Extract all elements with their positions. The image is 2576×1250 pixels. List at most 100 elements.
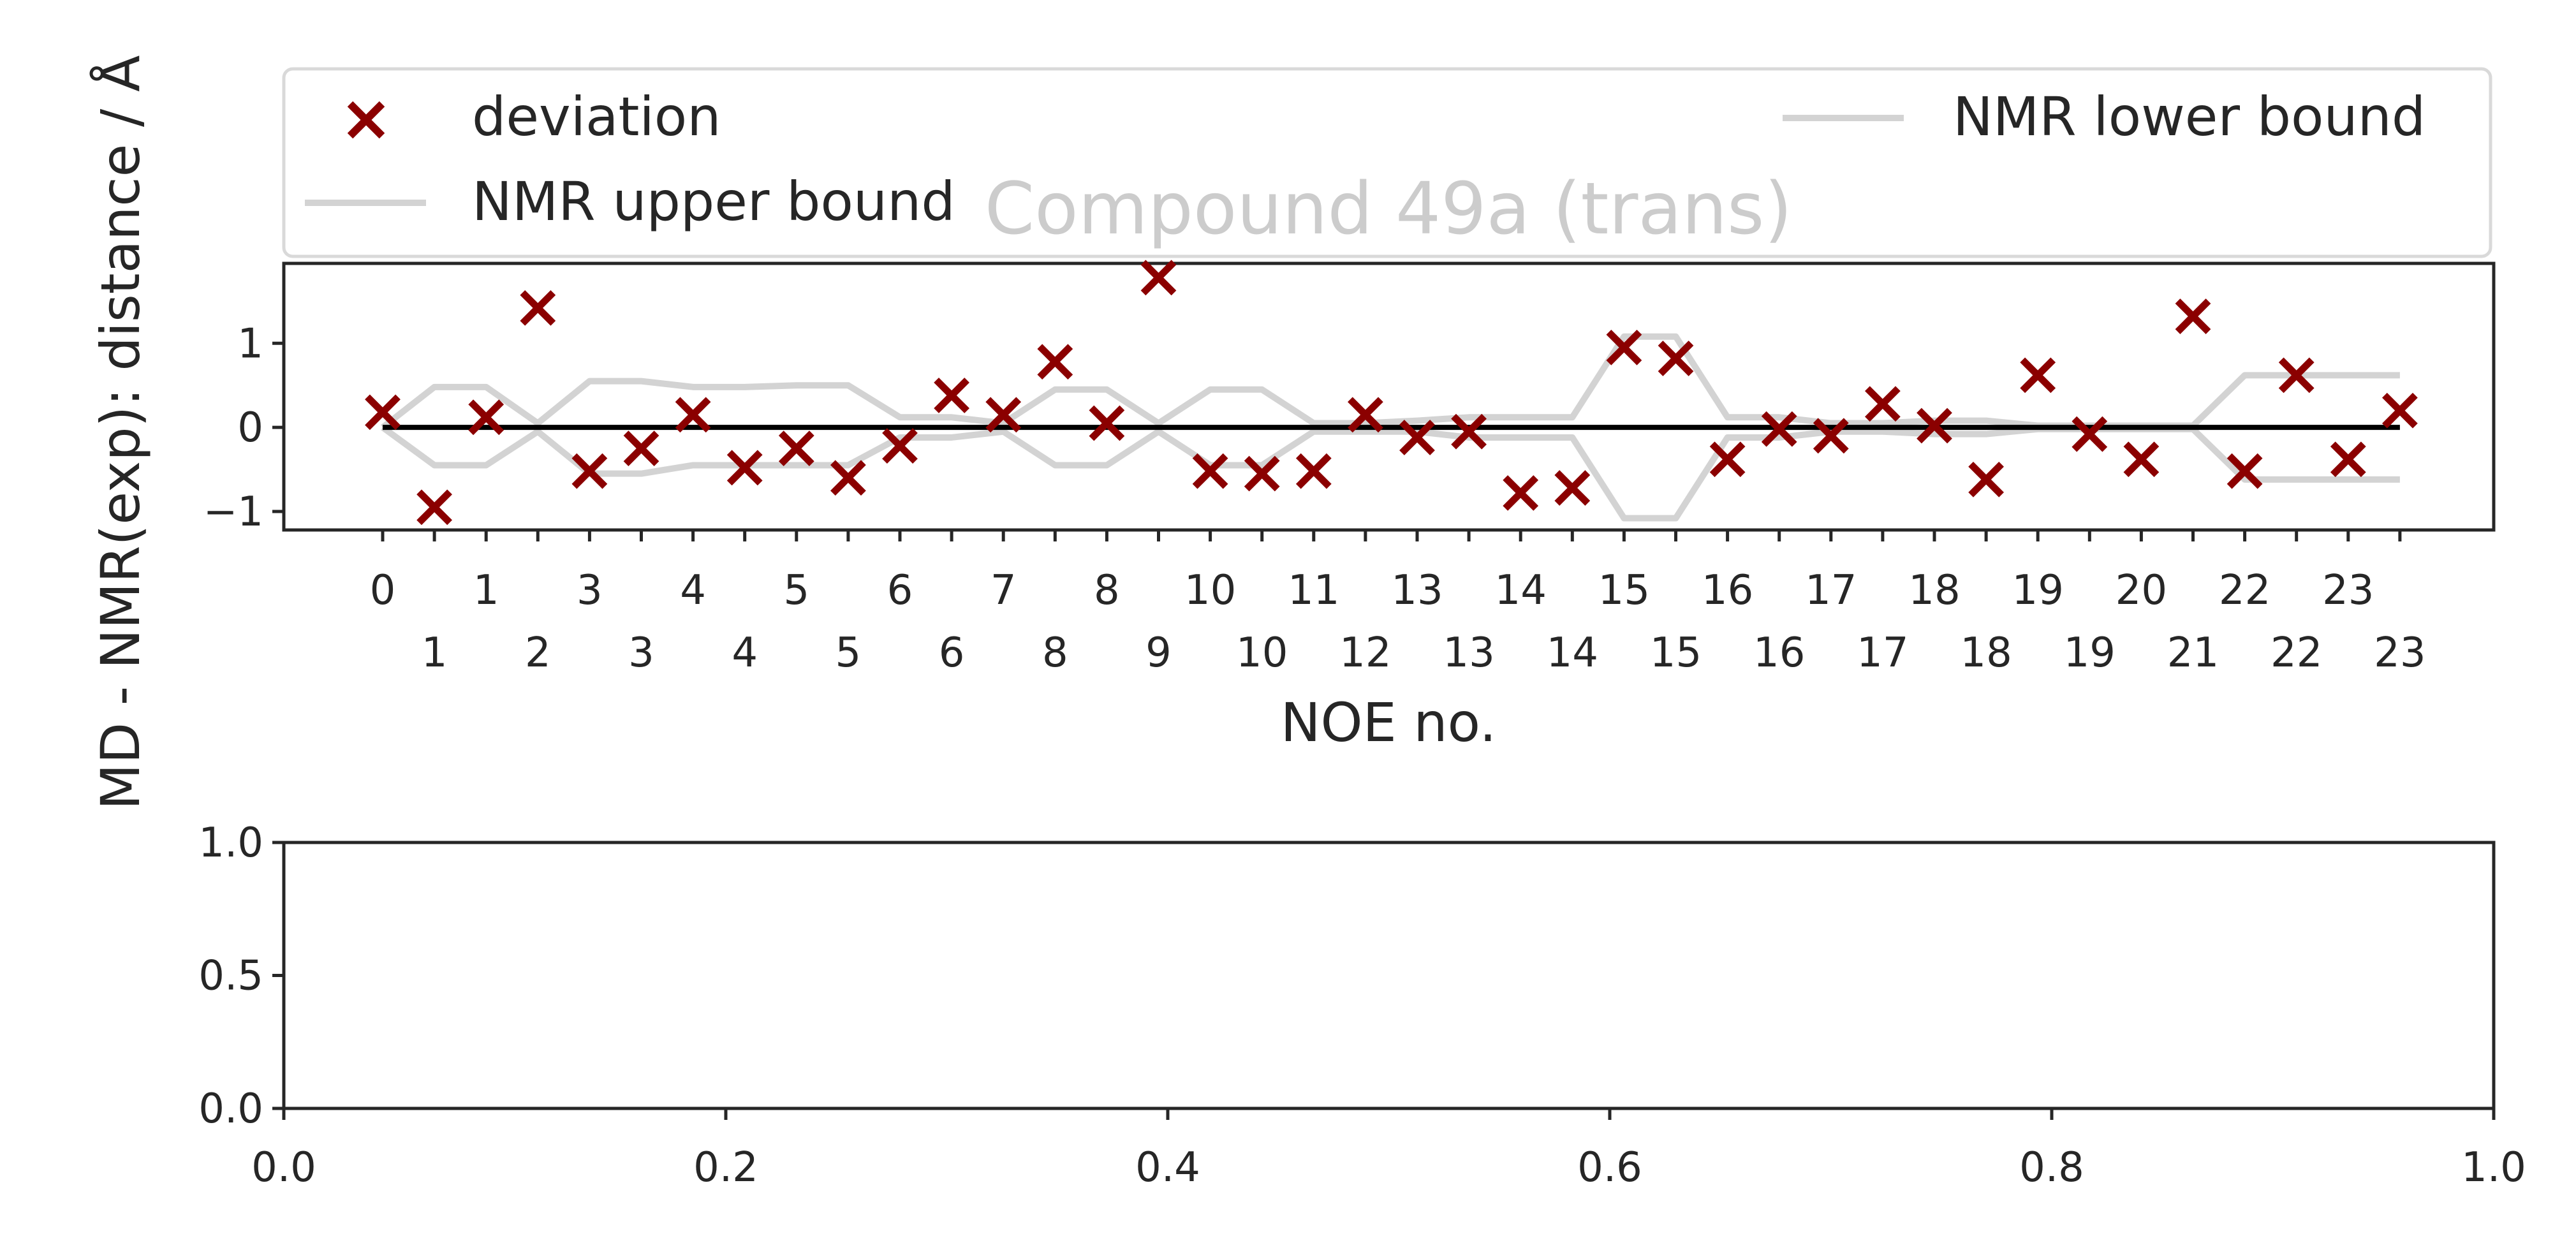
x-tick-label: 0.8 — [2019, 1144, 2084, 1191]
bottom-axes-frame — [282, 841, 2496, 1110]
x-tick-label: 0 — [370, 567, 396, 614]
x-tick-label: 16 — [1753, 629, 1805, 677]
deviation-point — [1140, 260, 1177, 296]
x-tick-label: 12 — [1339, 629, 1391, 677]
x-tick-label: 5 — [835, 629, 862, 677]
bottom-axes: 0.0 0.5 1.0 0.0 0.2 0.4 0.6 0.8 1.0 — [198, 820, 2526, 1191]
x-tick-label: 3 — [577, 567, 603, 614]
x-tick-label: 8 — [1094, 567, 1120, 614]
deviation-point — [1348, 397, 1383, 433]
deviation-point — [2330, 441, 2366, 478]
legend-entry-upper-bound: NMR upper bound — [305, 170, 955, 233]
x-tick-label: 21 — [2167, 629, 2219, 677]
deviation-point — [1865, 386, 1901, 422]
x-tick-label: 19 — [2064, 629, 2116, 677]
legend-label-upper-bound: NMR upper bound — [472, 170, 955, 233]
x-axis-label: NOE no. — [1281, 691, 1497, 754]
upper-bound-line — [380, 333, 2400, 430]
deviation-point — [1244, 455, 1280, 492]
x-tick-label: 3 — [628, 629, 654, 677]
deviation-point — [1761, 411, 1797, 447]
x-tick-label: 10 — [1236, 629, 1288, 677]
deviation-point — [830, 460, 866, 496]
deviation-point — [2072, 416, 2108, 452]
x-tick-label: 17 — [1805, 567, 1857, 614]
deviation-point — [1606, 329, 1642, 365]
deviation-point — [2382, 392, 2418, 429]
legend-x-marker-icon — [347, 101, 385, 139]
x-tick-label: 8 — [1042, 629, 1068, 677]
x-tick-label: 6 — [887, 567, 913, 614]
deviation-point — [1295, 453, 1332, 489]
x-tick-label: 0.6 — [1577, 1144, 1642, 1191]
y-tick-label: 0 — [237, 404, 263, 452]
x-tick-label: 2 — [525, 629, 551, 677]
deviation-point — [1089, 405, 1125, 441]
x-tick-label: 18 — [1908, 567, 1960, 614]
deviation-point — [2175, 298, 2211, 334]
deviation-point — [675, 397, 711, 433]
y-axis-label: MD - NMR(exp): distance / Å — [89, 55, 152, 810]
top-axes-frame — [282, 261, 2496, 532]
x-tick-label: 16 — [1702, 567, 1753, 614]
deviation-point — [1451, 413, 1487, 450]
deviation-point — [1917, 408, 1952, 444]
deviation-point — [520, 290, 556, 326]
y-tick-label: −1 — [203, 489, 263, 536]
legend-entry-lower-bound: NMR lower bound — [1783, 85, 2425, 148]
deviation-point — [2020, 357, 2056, 393]
y-tick-label: 1.0 — [198, 820, 263, 867]
x-tick-label: 22 — [2271, 629, 2322, 677]
y-tick-label: 0.0 — [198, 1085, 263, 1133]
deviation-points — [365, 260, 2418, 526]
legend-label-deviation: deviation — [472, 85, 721, 148]
x-tick-label: 1 — [422, 629, 448, 677]
x-tick-label: 4 — [732, 629, 758, 677]
top-x-ticks: 0112334455667889101011121313141415151616… — [370, 530, 2426, 677]
deviation-point — [1968, 461, 2004, 497]
x-tick-label: 22 — [2219, 567, 2271, 614]
y-tick-label: 1 — [237, 320, 263, 367]
deviation-point — [1658, 341, 1694, 376]
x-tick-label: 0.2 — [693, 1144, 758, 1191]
x-tick-label: 0.0 — [251, 1144, 316, 1191]
deviation-point — [778, 430, 814, 466]
bottom-y-ticks: 0.0 0.5 1.0 — [198, 820, 284, 1133]
x-tick-label: 9 — [1145, 629, 1172, 677]
deviation-point — [1554, 470, 1591, 506]
deviation-point — [2278, 357, 2315, 393]
x-tick-label: 6 — [939, 629, 965, 677]
deviation-point — [1399, 420, 1435, 455]
legend-entry-deviation: deviation — [347, 85, 721, 148]
x-tick-label: 0.4 — [1135, 1144, 1200, 1191]
x-tick-label: 4 — [680, 567, 706, 614]
x-tick-label: 11 — [1288, 567, 1339, 614]
top-y-ticks: −1 0 1 — [203, 320, 284, 536]
x-tick-label: 20 — [2116, 567, 2167, 614]
deviation-point — [365, 394, 401, 430]
x-tick-label: 18 — [1960, 629, 2012, 677]
x-tick-label: 1.0 — [2461, 1144, 2526, 1191]
legend-frame — [282, 67, 2492, 258]
deviation-point — [726, 450, 763, 486]
x-tick-label: 14 — [1494, 567, 1546, 614]
deviation-point — [468, 399, 504, 436]
deviation-point — [2226, 453, 2263, 489]
x-tick-label: 19 — [2012, 567, 2063, 614]
deviation-point — [571, 453, 608, 489]
x-tick-label: 23 — [2374, 629, 2425, 677]
x-tick-label: 15 — [1650, 629, 1702, 677]
deviation-point — [882, 428, 918, 464]
x-tick-label: 15 — [1598, 567, 1650, 614]
deviation-point — [416, 489, 452, 526]
bottom-x-ticks: 0.0 0.2 0.4 0.6 0.8 1.0 — [251, 1108, 2526, 1191]
x-tick-label: 7 — [990, 567, 1017, 614]
top-axes: −101 01123344556678891010111213131414151… — [89, 55, 2496, 810]
deviation-point — [985, 397, 1022, 433]
legend-label-lower-bound: NMR lower bound — [1953, 85, 2425, 148]
deviation-point — [934, 378, 969, 413]
x-tick-label: 13 — [1391, 567, 1443, 614]
deviation-point — [1503, 475, 1539, 511]
x-tick-label: 17 — [1857, 629, 1908, 677]
x-tick-label: 1 — [473, 567, 499, 614]
